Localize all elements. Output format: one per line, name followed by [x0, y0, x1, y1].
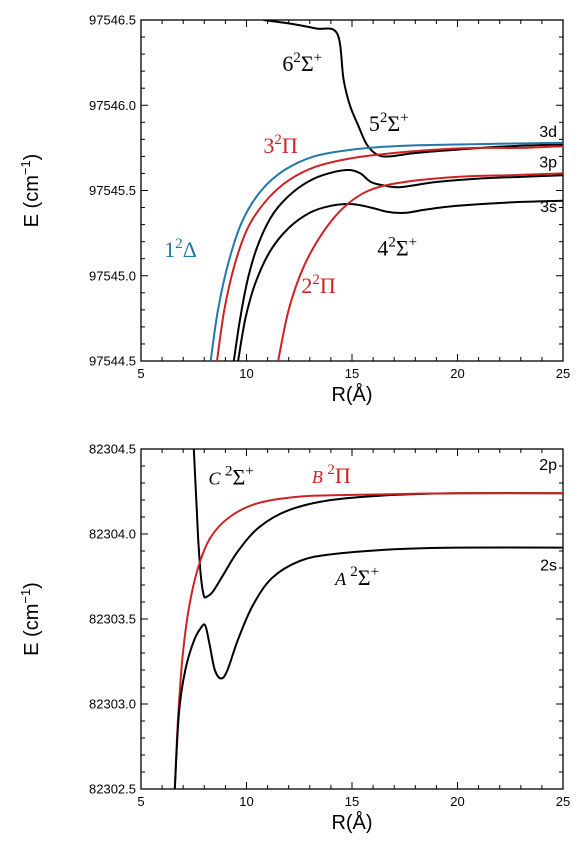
- state-label: 12Δ: [164, 236, 197, 262]
- y-tick-label: 97545.5: [89, 183, 136, 198]
- asymptote-label-2p: 2p: [539, 457, 557, 474]
- y-tick-label: 82304.0: [89, 527, 136, 542]
- plot-frame: [140, 448, 564, 790]
- x-tick-label: 20: [450, 794, 464, 809]
- x-tick-label: 15: [345, 366, 359, 381]
- curve-5²Σ⁺: [232, 168, 563, 361]
- state-label: 32Π: [263, 132, 298, 158]
- curve-2²Π: [277, 172, 563, 361]
- curve-B ²Π: [173, 492, 563, 789]
- asymptote-label-2s: 2s: [540, 558, 557, 575]
- x-axis-title: R(Å): [331, 383, 372, 406]
- y-axis-title: E (cm−1): [18, 154, 43, 228]
- x-axis-title: R(Å): [331, 811, 372, 834]
- x-tick-label: 15: [345, 794, 359, 809]
- y-tick-label: 97546.0: [89, 98, 136, 113]
- y-tick-label: 82303.0: [89, 697, 136, 712]
- asymptote-label-3p: 3p: [539, 154, 557, 171]
- y-tick-label: 97545.0: [89, 268, 136, 283]
- state-label: 22Π: [301, 272, 336, 298]
- y-tick-label: 82302.5: [89, 782, 136, 797]
- asymptote-label-3s: 3s: [540, 199, 557, 216]
- y-axis-title: E (cm−1): [18, 582, 43, 656]
- x-tick-label: 10: [239, 366, 253, 381]
- curve-3²Π: [216, 145, 563, 361]
- state-label: A 2Σ+: [334, 564, 379, 590]
- state-label: 62Σ+: [282, 50, 322, 76]
- curve-1²Δ: [209, 141, 563, 361]
- x-tick-label: 5: [137, 366, 144, 381]
- y-tick-label: 97544.5: [89, 354, 136, 369]
- curves: [173, 449, 563, 789]
- state-label: B 2Π: [312, 462, 351, 488]
- state-label: 52Σ+: [369, 110, 409, 136]
- state-label: C 2Σ+: [209, 464, 254, 490]
- state-label: 42Σ+: [377, 234, 417, 260]
- y-tick-label: 97546.5: [89, 13, 136, 28]
- x-tick-label: 20: [450, 366, 464, 381]
- x-tick-label: 5: [137, 794, 144, 809]
- y-tick-label: 82303.5: [89, 612, 136, 627]
- curve-6²Σ⁺: [263, 20, 563, 158]
- asymptote-label-3d: 3d: [539, 124, 557, 141]
- curves: [209, 20, 563, 361]
- curve-A ²Σ⁺: [173, 546, 563, 789]
- x-tick-label: 25: [556, 794, 570, 809]
- plot-frame: [140, 19, 564, 362]
- y-tick-label: 82304.5: [89, 442, 136, 457]
- x-tick-label: 10: [239, 794, 253, 809]
- curve-4²Σ⁺: [237, 199, 563, 361]
- top-panel-97545-threshold: 5 10 15 20 25 97544.5 97545.0 97545.5 97546.0 975…: [18, 13, 570, 407]
- x-tick-label: 25: [556, 366, 570, 381]
- bottom-panel-82303-threshold: 5 10 15 20 25 82302.5 82303.0 82303.5 82304.0 823…: [18, 442, 570, 835]
